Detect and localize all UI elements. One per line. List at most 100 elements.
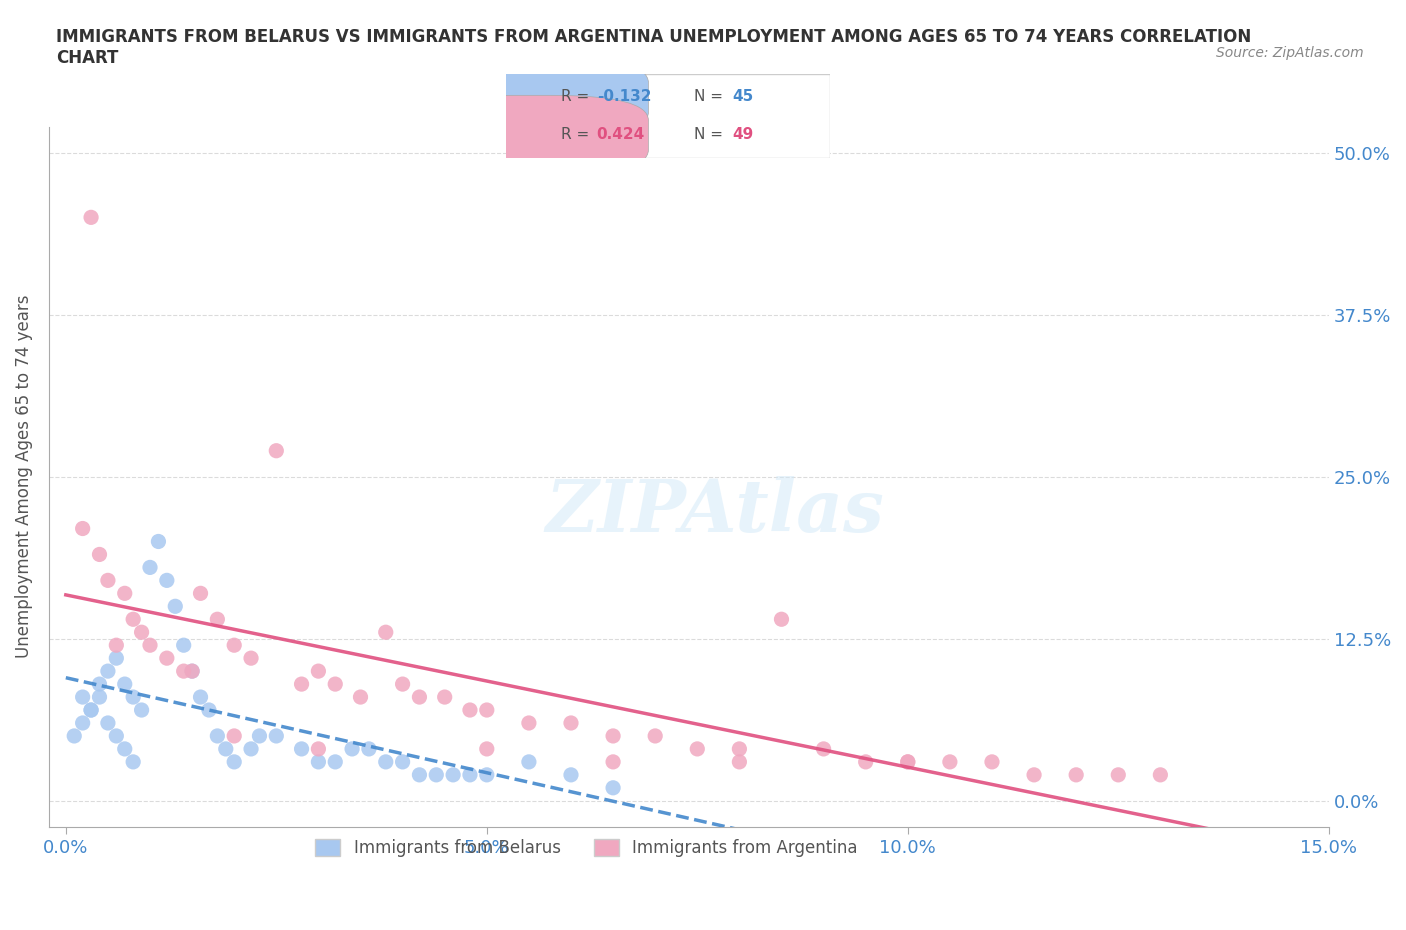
Point: [181, 664, 204, 679]
Point: [190, 690, 212, 705]
Point: [374, 625, 396, 640]
Point: [433, 690, 456, 705]
Point: [307, 664, 329, 679]
FancyBboxPatch shape: [506, 74, 830, 158]
Point: [897, 754, 920, 769]
Point: [131, 625, 153, 640]
Point: [190, 586, 212, 601]
Point: [249, 728, 271, 743]
Point: [374, 754, 396, 769]
Point: [89, 690, 111, 705]
Text: R =: R =: [561, 89, 595, 104]
Point: [939, 754, 962, 769]
Point: [165, 599, 187, 614]
Point: [349, 690, 371, 705]
Text: N =: N =: [693, 127, 727, 142]
Point: [131, 702, 153, 717]
Text: 45: 45: [733, 89, 754, 104]
Point: [97, 573, 120, 588]
Point: [1149, 767, 1171, 782]
Point: [357, 741, 380, 756]
Point: [475, 741, 498, 756]
Point: [391, 754, 413, 769]
Point: [122, 754, 145, 769]
Point: [122, 612, 145, 627]
Point: [105, 638, 128, 653]
Point: [602, 780, 624, 795]
Point: [89, 547, 111, 562]
Point: [475, 767, 498, 782]
Point: [290, 677, 312, 692]
Point: [173, 638, 195, 653]
Point: [114, 586, 136, 601]
Point: [458, 767, 481, 782]
Point: [1107, 767, 1129, 782]
Point: [307, 741, 329, 756]
Text: 0.424: 0.424: [596, 127, 645, 142]
Y-axis label: Unemployment Among Ages 65 to 74 years: Unemployment Among Ages 65 to 74 years: [15, 295, 32, 658]
Point: [139, 560, 162, 575]
Point: [207, 612, 229, 627]
Point: [728, 754, 751, 769]
Point: [224, 754, 246, 769]
Text: 49: 49: [733, 127, 754, 142]
Point: [139, 638, 162, 653]
Point: [72, 521, 94, 536]
Point: [290, 741, 312, 756]
Point: [181, 664, 204, 679]
Point: [80, 702, 103, 717]
Text: IMMIGRANTS FROM BELARUS VS IMMIGRANTS FROM ARGENTINA UNEMPLOYMENT AMONG AGES 65 : IMMIGRANTS FROM BELARUS VS IMMIGRANTS FR…: [56, 28, 1251, 67]
Legend: Immigrants from Belarus, Immigrants from Argentina: Immigrants from Belarus, Immigrants from…: [305, 830, 868, 868]
Text: ZIPAtlas: ZIPAtlas: [546, 476, 884, 547]
Point: [425, 767, 447, 782]
Point: [560, 715, 582, 730]
Text: -0.132: -0.132: [596, 89, 651, 104]
Point: [105, 728, 128, 743]
Point: [224, 638, 246, 653]
Point: [80, 702, 103, 717]
Point: [266, 444, 288, 458]
Point: [72, 690, 94, 705]
FancyBboxPatch shape: [416, 96, 648, 175]
Point: [981, 754, 1004, 769]
Point: [105, 651, 128, 666]
Point: [770, 612, 793, 627]
Point: [97, 715, 120, 730]
Point: [602, 754, 624, 769]
Point: [1064, 767, 1087, 782]
Point: [173, 664, 195, 679]
Point: [644, 728, 666, 743]
Point: [897, 754, 920, 769]
Point: [441, 767, 464, 782]
Point: [408, 767, 430, 782]
Point: [63, 728, 86, 743]
Point: [323, 677, 346, 692]
Point: [323, 754, 346, 769]
Point: [408, 690, 430, 705]
Point: [148, 534, 170, 549]
Point: [266, 728, 288, 743]
FancyBboxPatch shape: [416, 58, 648, 138]
Point: [340, 741, 363, 756]
Point: [89, 677, 111, 692]
Point: [224, 728, 246, 743]
Point: [215, 741, 238, 756]
Text: Source: ZipAtlas.com: Source: ZipAtlas.com: [1216, 46, 1364, 60]
Point: [728, 741, 751, 756]
Point: [517, 754, 540, 769]
Point: [813, 741, 835, 756]
Point: [156, 651, 179, 666]
Point: [72, 715, 94, 730]
Point: [97, 664, 120, 679]
Point: [207, 728, 229, 743]
Point: [602, 728, 624, 743]
Point: [686, 741, 709, 756]
Point: [240, 651, 263, 666]
Text: N =: N =: [693, 89, 727, 104]
Point: [198, 702, 221, 717]
Point: [156, 573, 179, 588]
Point: [1022, 767, 1045, 782]
Point: [855, 754, 877, 769]
Point: [114, 677, 136, 692]
Text: R =: R =: [561, 127, 595, 142]
